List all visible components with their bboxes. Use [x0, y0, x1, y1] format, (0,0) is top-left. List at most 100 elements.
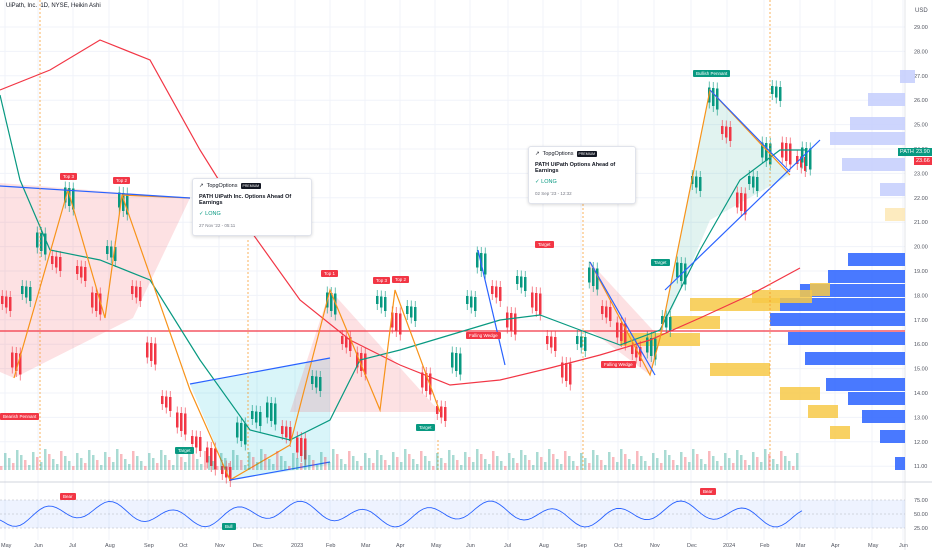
- volume-bar: [560, 464, 563, 470]
- volume-bar: [736, 450, 739, 470]
- idea-card-1[interactable]: ↗ TopgOptions PREMIUM PATH UiPath Inc. Opt…: [192, 178, 312, 236]
- idea-title[interactable]: PATH UiPath Options Ahead of Earnings: [535, 162, 616, 174]
- volume-bar: [124, 459, 127, 470]
- target-tag-2: Target: [416, 424, 435, 431]
- volume-bar: [200, 464, 203, 470]
- volume-bar: [608, 452, 611, 470]
- volume-bar: [456, 460, 459, 470]
- volume-bar: [108, 457, 111, 470]
- volume-bar: [388, 465, 391, 470]
- symbol-title: UiPath, Inc., 1D, NYSE, Heikin Ashi: [6, 3, 101, 9]
- volume-bar: [648, 466, 651, 470]
- volume-bar: [508, 453, 511, 470]
- volume-bar: [376, 450, 379, 470]
- top2-tag: Top 2: [113, 177, 131, 184]
- volume-bar: [672, 460, 675, 470]
- x-tick-label: Dec: [687, 543, 697, 549]
- rsi-bull-tag: Bull: [222, 523, 236, 530]
- x-tick-label: Sep: [144, 543, 154, 549]
- y-tick-label: 14.00: [914, 391, 928, 397]
- volume-bar: [544, 462, 547, 470]
- volume-bar: [704, 464, 707, 470]
- volume-profile-bar: [868, 93, 905, 106]
- rsi-tick-label: 75.00: [914, 498, 928, 504]
- idea-card-2[interactable]: ↗ TopgOptions PREMIUM PATH UiPath Options …: [528, 146, 636, 204]
- volume-bar: [228, 463, 231, 470]
- volume-bar: [332, 449, 335, 470]
- volume-bar: [232, 450, 235, 470]
- author-icon: ↗: [535, 151, 540, 157]
- volume-bar: [760, 462, 763, 470]
- volume-profile-bar: [880, 183, 905, 196]
- volume-bar: [708, 451, 711, 470]
- y-tick-label: 22.00: [914, 196, 928, 202]
- volume-bar: [236, 455, 239, 470]
- y-tick-label: 29.00: [914, 25, 928, 31]
- volume-bar: [164, 455, 167, 470]
- rsi-bear-tag-2: Bear: [700, 488, 716, 495]
- rsi-bear-tag: Bear: [60, 493, 76, 500]
- volume-profile-bar: [830, 426, 850, 439]
- volume-bar: [372, 463, 375, 470]
- author-icon: ↗: [199, 183, 204, 189]
- y-tick-label: 13.00: [914, 415, 928, 421]
- volume-bar: [764, 449, 767, 470]
- volume-bar: [368, 458, 371, 470]
- volume-bar: [356, 461, 359, 470]
- top3-tag: Top 3: [60, 173, 78, 180]
- volume-bar: [644, 461, 647, 470]
- volume-bar: [364, 453, 367, 470]
- y-tick-label: 25.00: [914, 123, 928, 129]
- volume-bar: [448, 450, 451, 470]
- volume-bar: [620, 449, 623, 470]
- x-tick-label: Jun: [466, 543, 475, 549]
- volume-bar: [168, 460, 171, 470]
- volume-bar: [148, 453, 151, 470]
- volume-bar: [308, 455, 311, 470]
- volume-bar: [720, 466, 723, 470]
- volume-bar: [476, 449, 479, 470]
- volume-bar: [408, 454, 411, 470]
- top3-tag-2: Top 3: [373, 277, 391, 284]
- trend-line: [229, 461, 331, 481]
- volume-bar: [8, 458, 11, 470]
- volume-bar: [316, 465, 319, 470]
- volume-bar: [264, 454, 267, 470]
- y-tick-label: 16.00: [914, 342, 928, 348]
- volume-bar: [728, 458, 731, 470]
- volume-profile-bar: [770, 313, 905, 326]
- volume-profile-bar: [885, 208, 905, 221]
- x-tick-label: Oct: [614, 543, 623, 549]
- volume-bar: [404, 449, 407, 470]
- volume-bar: [28, 465, 31, 470]
- volume-bar: [712, 456, 715, 470]
- x-tick-label: Dec: [253, 543, 263, 549]
- volume-bar: [520, 450, 523, 470]
- volume-bar: [92, 455, 95, 470]
- volume-bar: [260, 449, 263, 470]
- volume-bar: [344, 464, 347, 470]
- x-tick-label: Nov: [650, 543, 660, 549]
- volume-bar: [740, 455, 743, 470]
- volume-bar: [700, 459, 703, 470]
- x-tick-label: 2023: [291, 543, 303, 549]
- volume-bar: [432, 466, 435, 470]
- trend-line: [0, 185, 191, 199]
- volume-profile-bar: [670, 316, 720, 329]
- idea-title[interactable]: PATH UiPath Inc. Options Ahead Of Earnin…: [199, 194, 292, 206]
- volume-bar: [172, 465, 175, 470]
- volume-bar: [104, 452, 107, 470]
- volume-bar: [272, 464, 275, 470]
- volume-profile-bar: [710, 363, 770, 376]
- currency-label: USD: [915, 8, 928, 14]
- volume-bar: [532, 465, 535, 470]
- volume-bar: [692, 449, 695, 470]
- volume-bar: [144, 466, 147, 470]
- volume-profile-bar: [848, 392, 905, 405]
- volume-bar: [468, 457, 471, 470]
- x-tick-label: Sep: [577, 543, 587, 549]
- volume-bar: [352, 456, 355, 470]
- volume-bar: [36, 457, 39, 470]
